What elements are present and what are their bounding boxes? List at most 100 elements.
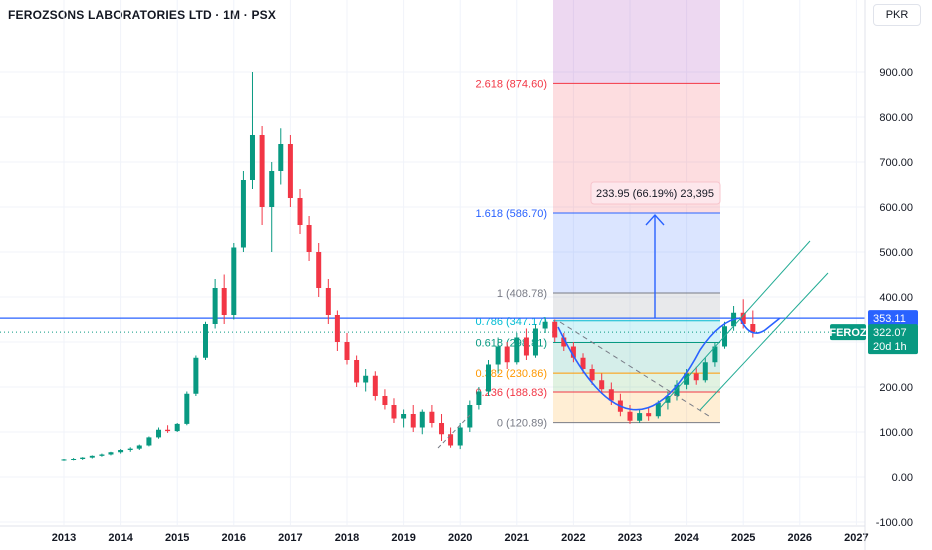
x-tick-label: 2020 <box>448 532 472 544</box>
candle-body <box>249 135 255 180</box>
candle-body <box>532 328 538 356</box>
candle-body <box>287 144 293 198</box>
fib-level-label: 0.236 (188.83) <box>475 387 547 399</box>
candle-body <box>203 324 208 358</box>
y-axis[interactable]: 900.00800.00700.00600.00500.00400.00300.… <box>864 0 913 550</box>
candle-body <box>655 402 661 417</box>
x-tick-label: 2013 <box>52 532 76 544</box>
candle-body <box>523 337 529 356</box>
candle-body <box>240 180 246 248</box>
measure-label: 233.95 (66.19%) 23,395 <box>596 188 714 200</box>
candle-body <box>750 324 756 333</box>
x-tick-label: 2027 <box>844 532 868 544</box>
candle-body <box>646 413 652 417</box>
y-tick-label: 100.00 <box>879 427 913 439</box>
candle-body <box>325 288 331 315</box>
fib-level-label: 0.618 (298.81) <box>475 338 547 350</box>
downtrend-line[interactable] <box>559 321 713 419</box>
fib-level-label: 0.786 (347.17) <box>475 316 547 328</box>
candle-body <box>165 429 171 432</box>
candle-body <box>702 362 708 381</box>
channel-upper-line[interactable] <box>659 240 811 409</box>
x-tick-label: 2017 <box>278 532 302 544</box>
x-tick-label: 2016 <box>222 532 246 544</box>
candle-body <box>156 429 162 438</box>
candle-body <box>457 427 463 446</box>
y-tick-label: 700.00 <box>879 157 913 169</box>
candle-body <box>108 452 114 455</box>
y-tick-label: 500.00 <box>879 247 913 259</box>
candle-body <box>259 135 265 207</box>
candle-body <box>401 414 407 419</box>
chart-title: FEROZSONS LABORATORIES LTD · 1M · PSX <box>8 8 277 22</box>
candle-body <box>580 357 586 369</box>
candle-body <box>410 414 416 428</box>
y-tick-label: 900.00 <box>879 67 913 79</box>
x-tick-label: 2025 <box>731 532 755 544</box>
candle-body <box>316 252 322 288</box>
candle-body <box>269 171 275 207</box>
handle-curve[interactable] <box>739 317 781 334</box>
fib-level-label: 1 (408.78) <box>497 288 547 300</box>
y-tick-label: 200.00 <box>879 382 913 394</box>
fib-level-label: 0.382 (230.86) <box>475 368 547 380</box>
candle-body <box>193 357 199 394</box>
price-tags: 353.11 322.07 20d 1h FEROZ <box>829 310 918 355</box>
candle-body <box>127 448 133 450</box>
candle-body <box>514 337 520 363</box>
candle-body <box>71 459 77 460</box>
candle-body <box>391 405 397 419</box>
candle-body <box>495 346 501 365</box>
channel-lower-line[interactable] <box>699 272 829 411</box>
fibonacci-extension-tool[interactable]: 2.618 (874.60) 1.618 (586.70) 1 (408.78) 0.… <box>475 0 720 430</box>
current-price-text: 322.07 <box>873 327 907 339</box>
symbol-tag <box>830 324 866 341</box>
candle-body <box>99 454 105 456</box>
candle-body <box>589 369 595 381</box>
candle-body <box>297 198 303 225</box>
candle-body <box>637 413 643 421</box>
horizontal-line-layer[interactable] <box>0 317 865 333</box>
drawing-tools[interactable]: 233.95 (66.19%) 23,395 <box>437 181 829 449</box>
candle-body <box>146 437 152 446</box>
candle-body <box>439 423 445 435</box>
current-price-tag <box>868 324 918 355</box>
candle-body <box>118 450 124 453</box>
fib-level-label: 0 (120.89) <box>497 418 547 430</box>
grid-lines <box>0 0 865 525</box>
candle-body <box>231 247 237 315</box>
candle-body <box>552 321 558 338</box>
candle-body <box>599 380 605 390</box>
candle-body <box>608 389 614 401</box>
candlestick-series <box>61 72 756 461</box>
cup-curve[interactable] <box>557 317 741 411</box>
candle-body <box>693 373 699 381</box>
fib-zone <box>553 293 720 321</box>
candle-body <box>740 312 746 324</box>
candle-body <box>354 360 360 383</box>
candle-body <box>184 393 190 424</box>
candle-body <box>278 144 284 171</box>
x-tick-label: 2023 <box>618 532 642 544</box>
y-tick-label: 400.00 <box>879 292 913 304</box>
candle-body <box>89 455 95 458</box>
candle-body <box>429 411 435 423</box>
fib-level-label: 1.618 (586.70) <box>475 208 547 220</box>
y-tick-label: 0.00 <box>892 472 913 484</box>
x-tick-label: 2019 <box>391 532 415 544</box>
y-tick-label: 800.00 <box>879 112 913 124</box>
candle-body <box>372 375 378 396</box>
uptrend-dashed-line[interactable] <box>437 414 471 449</box>
candle-body <box>61 459 67 461</box>
y-tick-label: -100.00 <box>876 517 913 529</box>
x-tick-label: 2024 <box>674 532 699 544</box>
x-tick-label: 2026 <box>788 532 812 544</box>
fib-zone-top <box>553 0 720 84</box>
candle-body <box>486 364 491 392</box>
candle-body <box>627 411 633 421</box>
candle-body <box>334 315 340 342</box>
currency-button[interactable]: PKR <box>873 4 921 26</box>
x-tick-label: 2015 <box>165 532 189 544</box>
candle-body <box>570 346 576 358</box>
